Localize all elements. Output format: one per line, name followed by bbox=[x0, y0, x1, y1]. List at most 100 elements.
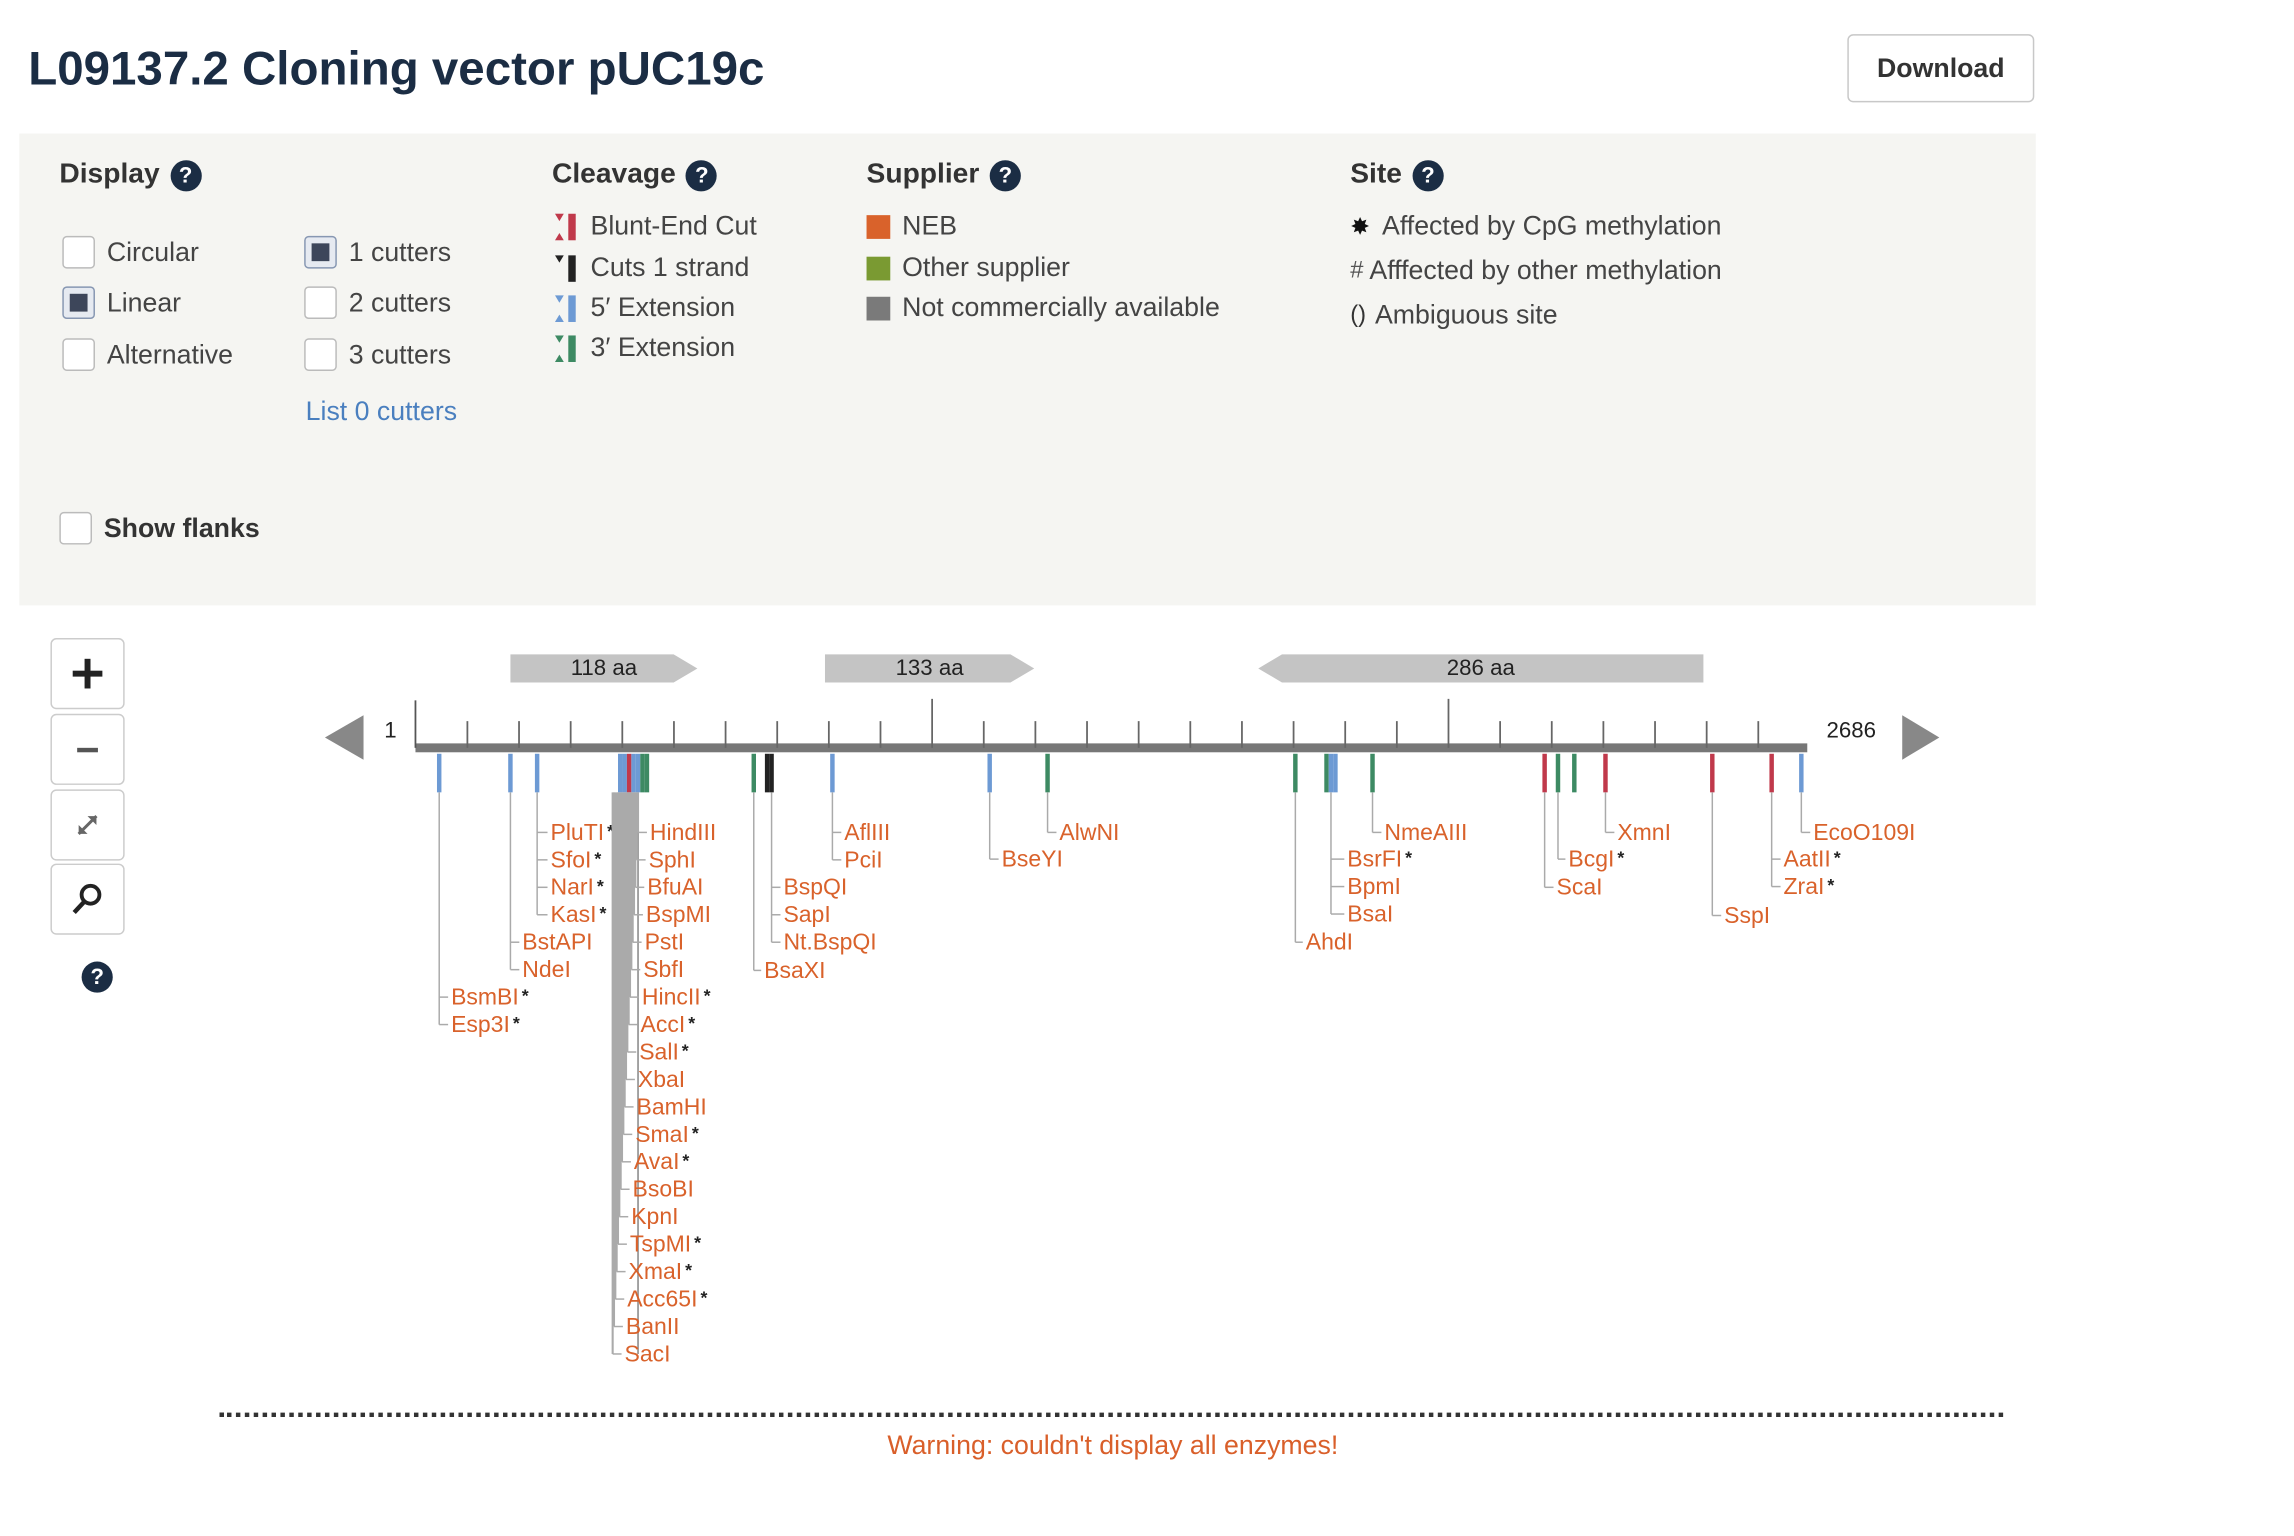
enzyme-label[interactable]: PluTI bbox=[550, 819, 604, 845]
enzyme-label[interactable]: BsmBI bbox=[451, 984, 519, 1010]
alternative-checkbox[interactable] bbox=[62, 338, 95, 371]
expand-icon bbox=[77, 815, 98, 835]
fit-view-button[interactable] bbox=[50, 789, 125, 861]
methylation-asterisk: * bbox=[685, 1260, 692, 1280]
two-cutters-checkbox[interactable] bbox=[304, 286, 337, 320]
list-cutters-link[interactable]: List 0 cutters bbox=[305, 396, 458, 426]
cut-site-marker bbox=[508, 753, 513, 793]
enzyme-label[interactable]: XbaI bbox=[638, 1066, 685, 1092]
alternative-option[interactable]: Alternative bbox=[62, 338, 233, 371]
map-help-icon[interactable]: ? bbox=[81, 961, 113, 993]
cut-site-marker bbox=[1799, 753, 1804, 793]
enzyme-label[interactable]: BsrFI bbox=[1347, 846, 1402, 872]
enzyme-label[interactable]: SalI bbox=[639, 1038, 679, 1064]
circular-option[interactable]: Circular bbox=[62, 235, 199, 269]
two-cutters-label: 2 cutters bbox=[348, 287, 452, 317]
show-flanks-option[interactable]: Show flanks bbox=[59, 511, 260, 545]
enzyme-label[interactable]: SphI bbox=[649, 846, 696, 872]
enzyme-label[interactable]: SmaI bbox=[635, 1121, 689, 1147]
enzyme-label[interactable]: XmnI bbox=[1617, 819, 1671, 845]
show-flanks-checkbox[interactable] bbox=[59, 511, 92, 545]
enzyme-label[interactable]: BspQI bbox=[783, 874, 847, 900]
enzyme-label[interactable]: ZraI bbox=[1784, 873, 1825, 899]
enzyme-label[interactable]: BseYI bbox=[1002, 846, 1063, 872]
enzyme-label[interactable]: AhdI bbox=[1306, 929, 1353, 955]
enzyme-label[interactable]: BsoBI bbox=[633, 1176, 694, 1202]
enzyme-label[interactable]: KasI bbox=[550, 901, 596, 927]
enzyme-label[interactable]: EcoO109I bbox=[1813, 819, 1915, 845]
ambiguous-legend: () Ambiguous site bbox=[1350, 300, 1557, 331]
enzyme-label[interactable]: SfoI bbox=[550, 846, 591, 872]
enzyme-label[interactable]: AflIII bbox=[844, 819, 890, 845]
enzyme-label[interactable]: XmaI bbox=[629, 1258, 683, 1284]
enzyme-label[interactable]: BcgI bbox=[1568, 846, 1614, 872]
plus-icon bbox=[72, 658, 103, 689]
sequence-backbone bbox=[415, 743, 1808, 753]
cleavage-help-icon[interactable]: ? bbox=[686, 159, 718, 191]
cut-site-marker bbox=[1572, 753, 1577, 793]
linear-option[interactable]: Linear bbox=[62, 286, 181, 320]
enzyme-label[interactable]: NmeAIII bbox=[1384, 819, 1467, 845]
zoom-out-button[interactable] bbox=[50, 713, 125, 785]
orf-label: 118 aa bbox=[571, 655, 638, 680]
scroll-right-arrow-icon[interactable] bbox=[1902, 715, 1940, 760]
enzyme-label[interactable]: ScaI bbox=[1557, 874, 1603, 900]
enzyme-label[interactable]: NarI bbox=[550, 874, 593, 900]
scroll-left-arrow-icon[interactable] bbox=[324, 715, 364, 760]
orf-arrow bbox=[510, 654, 698, 683]
enzyme-label[interactable]: NdeI bbox=[522, 956, 571, 982]
display-help-icon[interactable]: ? bbox=[170, 159, 202, 191]
enzyme-label[interactable]: PciI bbox=[844, 846, 882, 872]
three-cutters-option[interactable]: 3 cutters bbox=[304, 338, 451, 371]
enzyme-label[interactable]: SapI bbox=[783, 901, 830, 927]
enzyme-label[interactable]: HindIII bbox=[650, 819, 716, 845]
other-supplier-swatch bbox=[866, 255, 891, 280]
blunt-end-label: Blunt-End Cut bbox=[590, 210, 757, 241]
enzyme-label[interactable]: AccI bbox=[641, 1011, 686, 1037]
search-button[interactable] bbox=[50, 863, 125, 935]
cut-site-marker bbox=[769, 753, 774, 793]
download-button[interactable]: Download bbox=[1847, 34, 2035, 103]
three-cutters-checkbox[interactable] bbox=[304, 338, 337, 371]
enzyme-label[interactable]: HincII bbox=[642, 984, 701, 1010]
enzyme-label[interactable]: Acc65I bbox=[627, 1285, 697, 1311]
display-header-label: Display bbox=[59, 158, 160, 190]
cut-site-marker bbox=[635, 753, 641, 793]
site-help-icon[interactable]: ? bbox=[1412, 159, 1444, 191]
enzyme-label[interactable]: BpmI bbox=[1347, 873, 1401, 899]
circular-checkbox[interactable] bbox=[62, 235, 95, 269]
one-cutters-option[interactable]: 1 cutters bbox=[304, 235, 451, 269]
enzyme-label[interactable]: BanII bbox=[626, 1313, 680, 1339]
enzyme-label[interactable]: AlwNI bbox=[1059, 819, 1119, 845]
enzyme-label[interactable]: BspMI bbox=[646, 901, 711, 927]
enzyme-label[interactable]: Nt.BspQI bbox=[783, 929, 876, 955]
enzyme-label[interactable]: AvaI bbox=[634, 1148, 680, 1174]
two-cutters-option[interactable]: 2 cutters bbox=[304, 286, 452, 320]
enzyme-label[interactable]: BamHI bbox=[637, 1093, 707, 1119]
enzyme-label[interactable]: BfuAI bbox=[647, 874, 703, 900]
methylation-asterisk: * bbox=[1834, 848, 1841, 868]
enzyme-label[interactable]: SacI bbox=[625, 1340, 671, 1366]
enzyme-label[interactable]: TspMI bbox=[630, 1231, 691, 1257]
zoom-in-button[interactable] bbox=[50, 638, 125, 710]
enzyme-label[interactable]: SspI bbox=[1724, 902, 1770, 928]
methylation-asterisk: * bbox=[700, 1288, 707, 1308]
cut-site-marker bbox=[1769, 753, 1774, 793]
linear-checkbox[interactable] bbox=[62, 286, 95, 320]
enzyme-label[interactable]: AatII bbox=[1784, 846, 1831, 872]
one-cutters-checkbox[interactable] bbox=[304, 235, 337, 269]
enzyme-label[interactable]: BstAPI bbox=[522, 929, 592, 955]
supplier-help-icon[interactable]: ? bbox=[989, 159, 1021, 191]
enzyme-label[interactable]: BsaI bbox=[1347, 900, 1393, 926]
enzyme-label[interactable]: SbfI bbox=[643, 956, 684, 982]
cut-site-marker bbox=[618, 753, 623, 793]
methylation-asterisk: * bbox=[694, 1233, 701, 1253]
orf-label: 286 aa bbox=[1447, 655, 1516, 680]
cut-site-marker bbox=[1370, 753, 1375, 793]
circular-label: Circular bbox=[106, 236, 199, 267]
enzyme-label[interactable]: BsaXI bbox=[764, 957, 825, 983]
enzyme-label[interactable]: PstI bbox=[645, 929, 685, 955]
other-supplier-label: Other supplier bbox=[902, 252, 1070, 282]
enzyme-label[interactable]: KpnI bbox=[631, 1203, 678, 1229]
enzyme-label[interactable]: Esp3I bbox=[451, 1011, 510, 1037]
